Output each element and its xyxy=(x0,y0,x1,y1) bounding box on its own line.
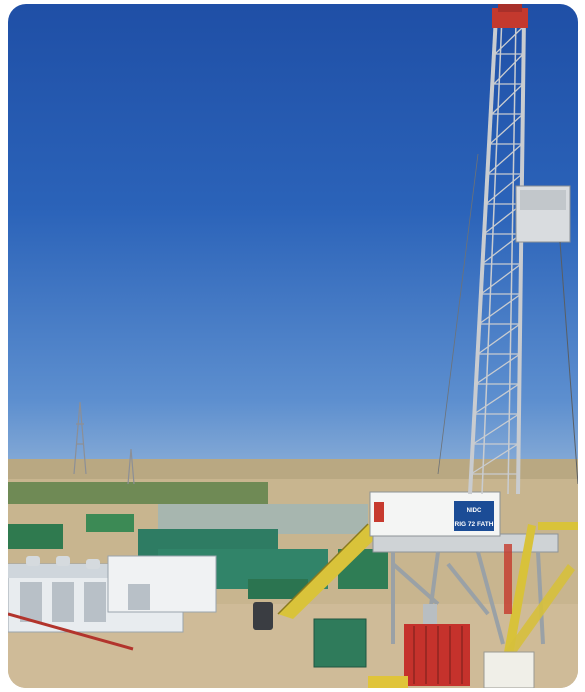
rig-name-sign: RIG 72 FATH xyxy=(455,521,494,528)
crown-block xyxy=(492,4,528,28)
rig-doghouse xyxy=(369,491,501,537)
guy-wire xyxy=(559,241,578,485)
rig-logo-text: NIDC xyxy=(467,508,482,514)
rig-site-scene: NIDC RIG 72 FATH xyxy=(8,4,578,688)
power-pylon xyxy=(73,401,135,485)
monkey-board xyxy=(515,185,571,243)
horizon-strip xyxy=(8,459,578,479)
vehicle xyxy=(253,602,273,630)
green-tank xyxy=(313,618,367,668)
catwalk-ramp xyxy=(277,523,380,619)
guy-wire-left xyxy=(437,153,479,475)
white-generator-houses xyxy=(8,555,217,633)
red-container xyxy=(404,624,470,686)
photo-frame: NIDC RIG 72 FATH xyxy=(8,4,578,688)
derrick-mast xyxy=(468,15,526,495)
vegetation-patch xyxy=(8,482,268,504)
red-pipe xyxy=(8,612,134,651)
yellow-equipment xyxy=(368,676,408,688)
rig-stairs xyxy=(498,522,578,684)
white-cabin xyxy=(483,651,535,688)
